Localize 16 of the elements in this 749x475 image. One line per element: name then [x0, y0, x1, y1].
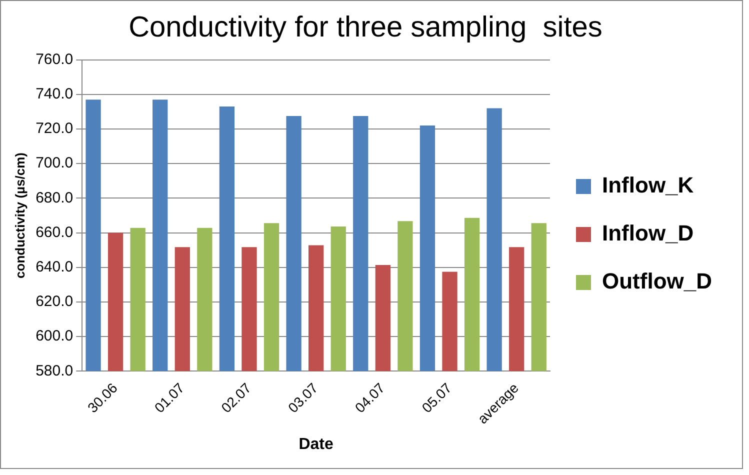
legend-label: Outflow_D: [602, 268, 712, 294]
x-axis-title: Date: [298, 436, 334, 453]
y-tick-label: 600.0: [36, 328, 74, 345]
legend-label: Inflow_K: [602, 172, 694, 198]
y-tick-label: 760.0: [36, 50, 74, 68]
y-tick-label: 580.0: [36, 362, 74, 380]
y-tick-label: 640.0: [36, 258, 74, 276]
y-tick-label: 680.0: [36, 189, 74, 206]
y-axis-title: conductivity (µs/cm): [12, 152, 28, 278]
chart-title: Conductivity for three sampling sites: [128, 11, 602, 44]
y-tick-label: 720.0: [36, 120, 74, 138]
y-tick-label: 660.0: [36, 224, 74, 241]
y-tick-label: 620.0: [36, 293, 74, 310]
y-tick-label: 740.0: [36, 86, 74, 103]
legend-label: Inflow_D: [602, 220, 694, 246]
y-tick-label: 700.0: [36, 154, 74, 172]
